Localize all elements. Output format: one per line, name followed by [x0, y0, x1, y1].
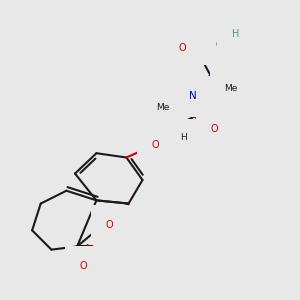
Text: H: H	[232, 29, 239, 39]
Text: H: H	[180, 133, 187, 142]
Text: H: H	[173, 92, 181, 101]
Text: Me: Me	[156, 103, 170, 112]
Text: O: O	[106, 220, 113, 230]
Polygon shape	[193, 76, 215, 96]
Text: O: O	[152, 140, 159, 150]
Text: Me: Me	[224, 84, 237, 93]
Text: O: O	[216, 40, 224, 50]
Text: O: O	[178, 43, 186, 53]
Text: O: O	[80, 261, 87, 271]
Text: O: O	[211, 124, 218, 134]
Text: N: N	[189, 92, 197, 101]
